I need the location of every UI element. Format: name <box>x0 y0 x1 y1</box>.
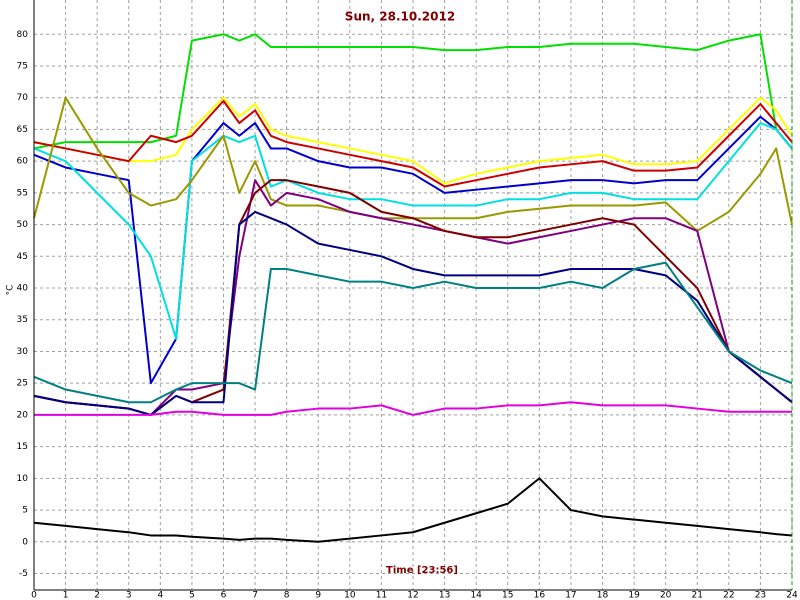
y-tick-label: 25 <box>17 379 28 389</box>
x-tick-label: 20 <box>660 591 672 600</box>
x-tick-label: 15 <box>502 591 513 600</box>
y-tick-label: 0 <box>22 537 28 547</box>
x-tick-label: 16 <box>534 591 546 600</box>
x-tick-label: 9 <box>315 591 321 600</box>
x-tick-label: 17 <box>565 591 576 600</box>
x-tick-label: 11 <box>376 591 387 600</box>
series-line <box>33 477 793 543</box>
y-tick-label: 5 <box>22 506 28 516</box>
x-tick-label: 4 <box>157 591 163 600</box>
x-tick-label: 19 <box>628 591 640 600</box>
y-axis-label: °C <box>6 285 16 296</box>
x-tick-label: 8 <box>284 591 290 600</box>
y-tick-label: 30 <box>17 347 29 357</box>
series-line <box>33 33 793 150</box>
y-tick-label: 70 <box>17 93 29 103</box>
x-tick-label: 2 <box>94 591 100 600</box>
x-tick-label: 0 <box>31 591 37 600</box>
x-tick-label: 23 <box>755 591 766 600</box>
x-axis-label: Time [23:56] <box>386 565 458 576</box>
series-line <box>33 99 793 188</box>
series-line <box>33 122 793 340</box>
y-tick-label: 10 <box>17 474 29 484</box>
series-line <box>33 96 793 185</box>
x-tick-label: 21 <box>692 591 703 600</box>
plot-lines <box>33 33 793 543</box>
y-tick-label: 15 <box>17 442 28 452</box>
x-tick-label: 12 <box>407 591 418 600</box>
series-line <box>33 210 793 416</box>
x-tick-label: 22 <box>723 591 734 600</box>
series-line <box>33 179 793 416</box>
x-tick-label: 1 <box>63 591 69 600</box>
series-line <box>34 401 792 416</box>
y-tick-label: 60 <box>17 157 29 167</box>
chart-title: Sun, 28.10.2012 <box>345 10 455 24</box>
y-tick-label: -5 <box>19 569 28 579</box>
x-tick-label: 3 <box>126 591 132 600</box>
y-tick-label: 45 <box>17 252 28 262</box>
series-line <box>33 261 793 404</box>
y-tick-label: 20 <box>17 410 29 420</box>
y-tick-label: 35 <box>17 315 28 325</box>
x-tick-label: 7 <box>252 591 258 600</box>
x-tick-label: 5 <box>189 591 195 600</box>
x-tick-label: 18 <box>597 591 609 600</box>
y-tick-label: 55 <box>17 188 28 198</box>
x-tick-label: 14 <box>470 591 482 600</box>
y-tick-label: 75 <box>17 61 28 71</box>
x-tick-label: 13 <box>439 591 450 600</box>
x-tick-label: 6 <box>221 591 227 600</box>
y-tick-label: 80 <box>17 30 29 40</box>
y-tick-label: 65 <box>17 125 28 135</box>
x-tick-label: 24 <box>786 591 798 600</box>
x-tick-label: 10 <box>344 591 356 600</box>
y-tick-label: 40 <box>17 284 29 294</box>
series-line <box>33 115 793 385</box>
y-tick-label: 50 <box>17 220 29 230</box>
